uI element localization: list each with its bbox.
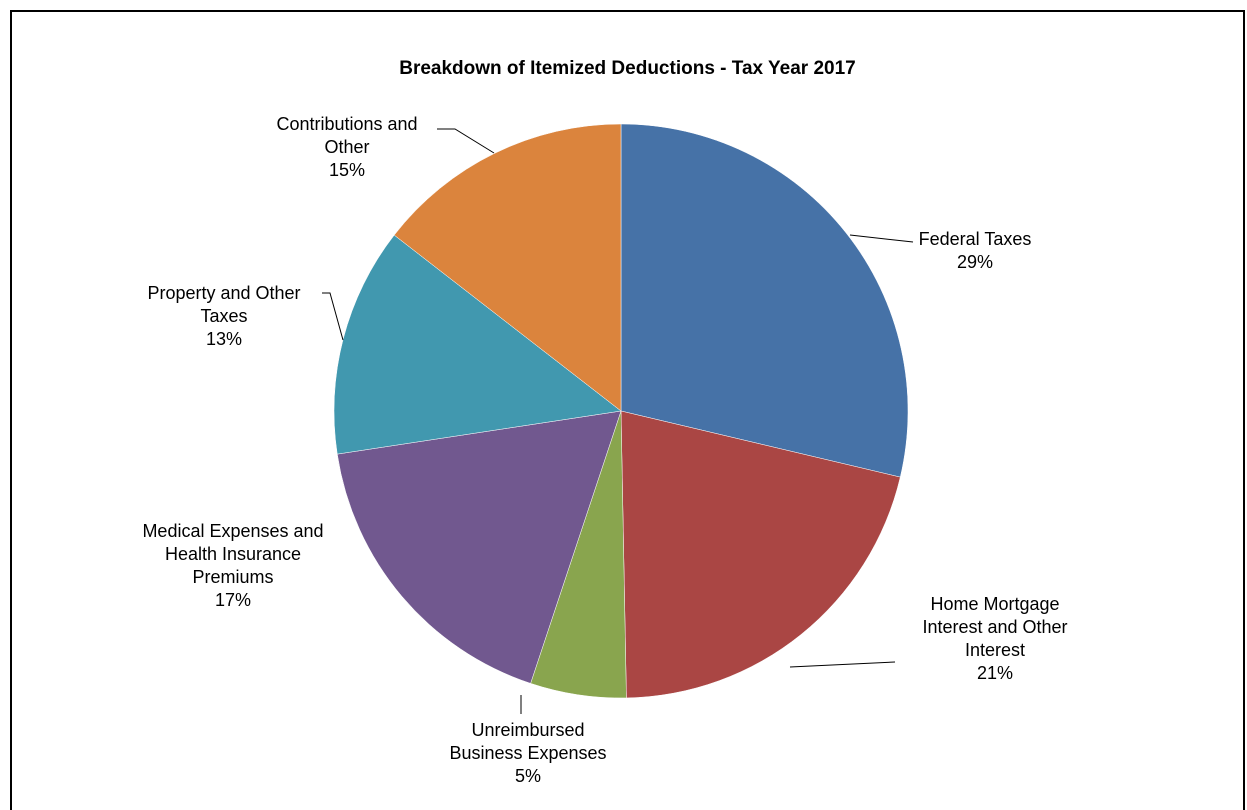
pie-slice-3 (336, 410, 622, 684)
pie-slice-1 (620, 410, 901, 699)
chart-title: Breakdown of Itemized Deductions - Tax Y… (399, 58, 856, 79)
slice-label-0: Federal Taxes 29% (919, 229, 1032, 272)
slice-label-5: Contributions and Other 15% (276, 114, 417, 180)
pie-slice-0 (620, 123, 909, 478)
leader-line-1 (789, 661, 896, 668)
pie-slice-5 (393, 123, 622, 412)
slice-label-3: Medical Expenses and Health Insurance Prem… (142, 521, 323, 610)
pie-slice-4 (333, 234, 622, 455)
leader-line-5 (437, 128, 495, 154)
slice-label-1: Home Mortgage Interest and Other Interest 2… (922, 594, 1067, 683)
slice-label-4: Property and Other Taxes 13% (147, 283, 300, 349)
leader-line-0 (849, 234, 914, 243)
slice-label-2: Unreimbursed Business Expenses 5% (449, 720, 606, 786)
leader-line-4 (322, 292, 344, 341)
